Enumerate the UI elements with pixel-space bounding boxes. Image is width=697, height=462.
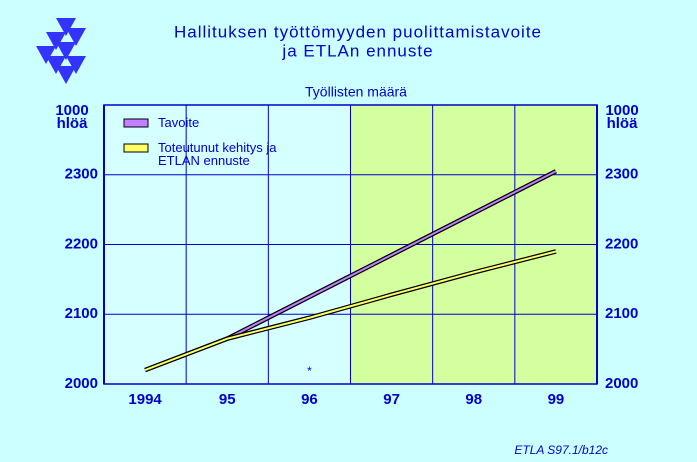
chart-title: Hallituksen työttömyyden puolittamistavo… [174, 22, 542, 41]
y-unit: 1000 hlöä [55, 102, 89, 132]
source: ETLA S97.1/b12c [514, 443, 608, 457]
x-tick-label: 99 [548, 391, 565, 408]
chart-subtitle: Työllisten määrä [305, 84, 407, 100]
legend-swatch [123, 118, 149, 128]
legend-swatch [123, 143, 149, 153]
x-tick-label: 95 [219, 391, 236, 408]
x-tick-label: 96 [301, 391, 318, 408]
x-tick-label: 98 [465, 391, 482, 408]
y-tick-label: 2300 [605, 166, 638, 183]
x-tick-label: 97 [383, 391, 400, 408]
annotation: * [307, 364, 312, 378]
y-tick-label: 2000 [65, 375, 98, 392]
legend-label: Tavoite [158, 115, 200, 130]
series-line [144, 250, 557, 371]
y-tick-label: 2300 [65, 166, 98, 183]
legend-label: Toteutunut kehitys ja ETLAN ennuste [158, 140, 277, 168]
y-tick-label: 2100 [65, 305, 98, 322]
y-unit: 1000 hlöä [605, 102, 639, 132]
logo [36, 18, 86, 84]
y-tick-label: 2000 [605, 375, 638, 392]
y-tick-label: 2100 [605, 305, 638, 322]
y-tick-label: 2200 [605, 235, 638, 252]
chart-title: ja ETLAn ennuste [281, 41, 433, 60]
y-tick-label: 2200 [65, 235, 98, 252]
x-tick-label: 1994 [128, 391, 162, 408]
